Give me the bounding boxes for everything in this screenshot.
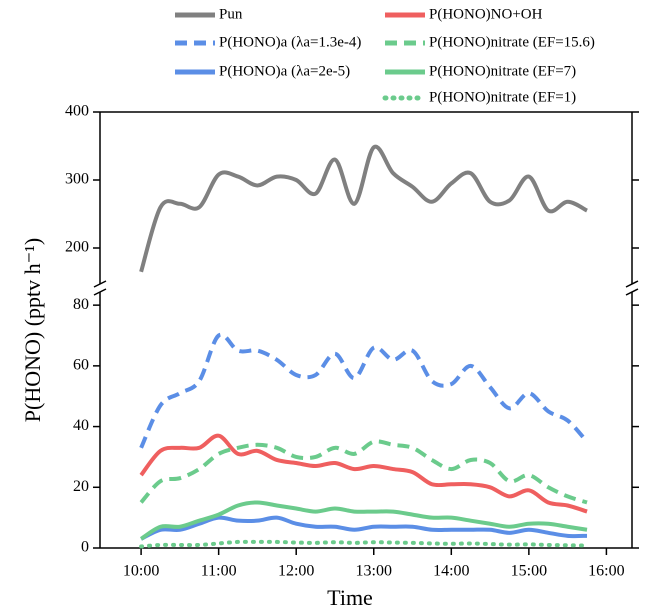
- x-tick-label: 14:00: [433, 563, 469, 580]
- series-line: [140, 515, 588, 541]
- x-axis-label: Time: [327, 585, 373, 610]
- y-tick-label: 300: [65, 171, 89, 188]
- legend-label: P(HONO)NO+OH: [429, 6, 543, 22]
- legend-label: P(HONO)nitrate (EF=7): [429, 63, 576, 79]
- x-tick-label: 10:00: [123, 563, 159, 580]
- y-tick-label: 60: [73, 357, 89, 374]
- series-line: [139, 539, 590, 549]
- series-line: [139, 144, 588, 273]
- y-axis-label: P(HONO) (pptv h⁻¹): [20, 238, 45, 422]
- x-tick-label: 12:00: [278, 563, 314, 580]
- y-tick-label: 400: [65, 103, 89, 120]
- series-line: [139, 439, 588, 505]
- x-tick-label: 16:00: [588, 563, 624, 580]
- series-line: [139, 433, 588, 514]
- y-tick-label: 40: [73, 417, 89, 434]
- legend-label: P(HONO)nitrate (EF=15.6): [429, 34, 595, 50]
- x-tick-label: 11:00: [201, 563, 237, 580]
- y-tick-label: 80: [73, 296, 89, 313]
- legend-label: P(HONO)a (λa=1.3e-4): [219, 34, 361, 50]
- legend-label: Pun: [219, 6, 243, 22]
- y-tick-label: 0: [81, 539, 89, 556]
- break-mark: [93, 288, 107, 296]
- series-line: [139, 332, 589, 449]
- break-mark: [625, 288, 639, 296]
- legend-label: P(HONO)a (λa=2e-5): [219, 63, 350, 79]
- axes-frame: [93, 111, 639, 549]
- y-tick-label: 20: [73, 478, 89, 495]
- y-tick-label: 200: [65, 239, 89, 256]
- x-tick-label: 13:00: [356, 563, 392, 580]
- break-mark: [93, 280, 107, 288]
- x-tick-label: 15:00: [511, 563, 547, 580]
- series-line: [139, 500, 588, 541]
- legend-label: P(HONO)nitrate (EF=1): [429, 89, 576, 105]
- break-mark: [625, 280, 639, 288]
